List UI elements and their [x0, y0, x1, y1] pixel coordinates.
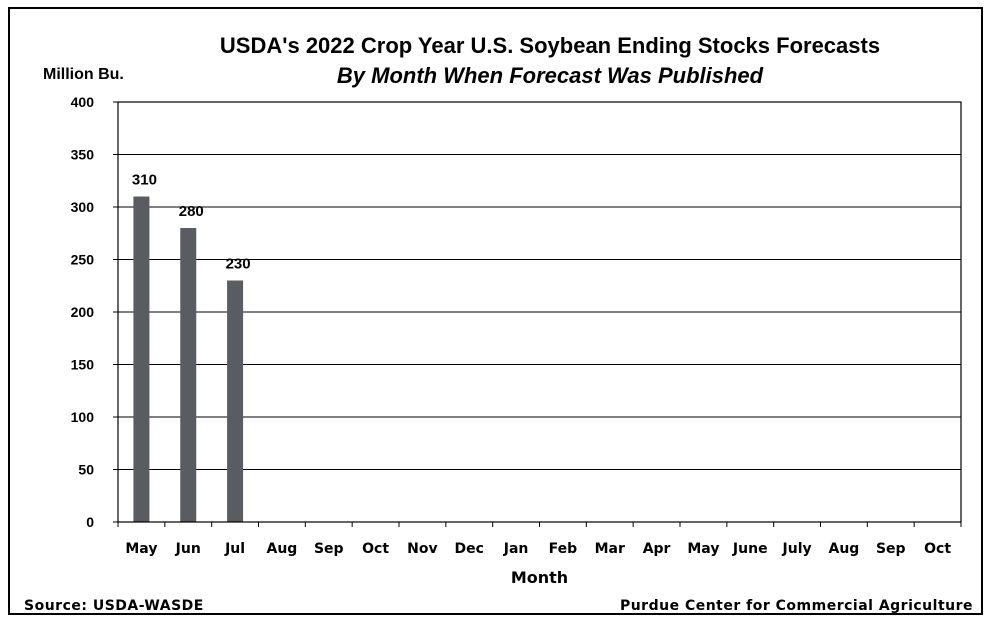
x-tick-label: July — [782, 541, 812, 557]
data-label: 230 — [226, 256, 251, 273]
y-tick-label: 250 — [71, 252, 95, 268]
x-tick-label: Mar — [595, 541, 625, 557]
x-tick-label: Jan — [503, 541, 529, 557]
y-tick-label: 50 — [78, 462, 94, 478]
y-tick-labels: 0 50 100 150 200 250 300 350 400 — [71, 94, 95, 530]
axes — [113, 101, 962, 527]
y-axis-label: Million Bu. — [43, 66, 124, 83]
bar-series — [133, 196, 244, 522]
y-tick-label: 150 — [71, 357, 95, 373]
x-tick-label: May — [687, 541, 719, 557]
gridlines — [118, 101, 961, 470]
chart-title: USDA's 2022 Crop Year U.S. Soybean Endin… — [219, 33, 881, 58]
x-tick-label: Sep — [314, 541, 344, 557]
x-tick-label: May — [125, 541, 157, 557]
chart-subtitle: By Month When Forecast Was Published — [336, 63, 764, 88]
x-axis-label: Month — [510, 568, 569, 587]
bar-jun — [180, 228, 197, 522]
x-tick-label: Aug — [267, 541, 298, 557]
y-tick-label: 200 — [71, 304, 95, 320]
bar-may — [133, 196, 150, 522]
credit-note: Purdue Center for Commercial Agriculture — [619, 598, 973, 614]
x-tick-label: Oct — [362, 541, 389, 557]
x-tick-label: Jun — [175, 541, 201, 557]
source-note: Source: USDA-WASDE — [24, 598, 204, 614]
data-label: 280 — [179, 203, 204, 220]
x-tick-label: June — [732, 541, 768, 557]
chart-frame — [8, 7, 983, 615]
data-labels: 310 280 230 — [132, 172, 251, 273]
x-tick-label: Feb — [549, 541, 578, 557]
y-tick-label: 100 — [71, 409, 95, 425]
x-tick-label: Jul — [224, 541, 245, 557]
x-tick-label: Sep — [876, 541, 906, 557]
x-tick-label: Apr — [643, 541, 671, 557]
y-tick-label: 300 — [71, 199, 95, 215]
y-tick-label: 0 — [86, 514, 94, 530]
x-tick-label: Aug — [829, 541, 860, 557]
x-tick-label: Dec — [455, 541, 484, 557]
x-tick-label: Nov — [407, 541, 437, 557]
data-label: 310 — [132, 172, 157, 189]
x-tick-labels: May Jun Jul Aug Sep Oct Nov Dec Jan Feb Mar Apr May J… — [125, 541, 951, 557]
bar-jul — [227, 280, 244, 522]
x-tick-label: Oct — [924, 541, 951, 557]
y-tick-label: 350 — [71, 147, 95, 163]
y-tick-label: 400 — [71, 94, 95, 110]
